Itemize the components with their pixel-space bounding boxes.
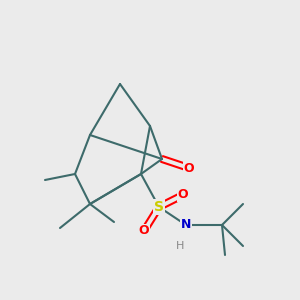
Text: H: H [176, 241, 184, 251]
Text: O: O [178, 188, 188, 202]
Text: N: N [181, 218, 191, 232]
Text: O: O [184, 161, 194, 175]
Text: S: S [154, 200, 164, 214]
Text: O: O [139, 224, 149, 238]
